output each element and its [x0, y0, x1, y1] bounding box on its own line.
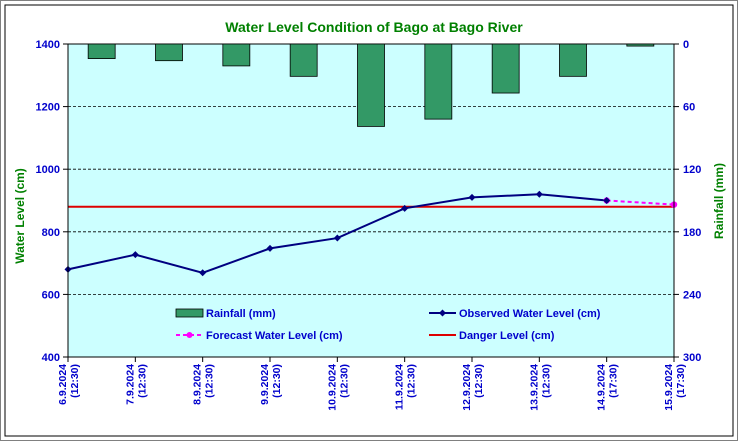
legend-marker-observed — [439, 309, 446, 317]
x-tick-label-8: 14.9.2024(17:30) — [596, 364, 620, 411]
x-tick-date-2: 8.9.2024 — [192, 364, 204, 405]
x-tick-date-6: 12.9.2024 — [461, 364, 473, 411]
rainfall-bar-4 — [357, 43, 385, 127]
y-tick-label-right-300: 300 — [683, 352, 701, 364]
x-tick-time-7: (12:30) — [540, 364, 552, 398]
x-tick-label-7: 13.9.2024(12:30) — [528, 364, 552, 411]
x-tick-date-8: 14.9.2024 — [596, 364, 608, 411]
x-tick-label-5: 11.9.2024(12:30) — [394, 364, 418, 410]
rainfall-bar-8 — [626, 43, 655, 47]
legend-label-observed: Observed Water Level (cm) — [459, 308, 601, 320]
y-tick-label-left-1000: 1000 — [36, 164, 60, 176]
x-tick-label-1: 7.9.2024(12:30) — [124, 364, 148, 405]
legend-item-forecast: Forecast Water Level (cm) — [176, 330, 343, 342]
y-tick-label-left-1200: 1200 — [36, 102, 60, 114]
legend-label-forecast: Forecast Water Level (cm) — [206, 330, 343, 342]
chart-area-border — [4, 4, 734, 437]
x-tick-time-5: (12:30) — [406, 364, 418, 398]
legend: Rainfall (mm) Observed Water Level (cm) … — [175, 308, 601, 342]
x-tick-date-3: 9.9.2024 — [259, 364, 271, 405]
x-tick-time-2: (12:30) — [204, 364, 216, 398]
rainfall-bar-1 — [155, 43, 183, 62]
axes: 4006008001000120014003002401801206006.9.… — [36, 39, 702, 411]
x-tick-time-9: (17:30) — [675, 364, 687, 398]
x-tick-time-8: (17:30) — [608, 364, 620, 398]
y-tick-label-right-240: 240 — [683, 289, 701, 301]
legend-item-rainfall: Rainfall (mm) — [175, 308, 276, 320]
observed-point-1 — [131, 251, 139, 259]
forecast-water-level-line — [606, 199, 675, 206]
legend-item-danger: Danger Level (cm) — [429, 330, 555, 342]
x-tick-label-6: 12.9.2024(12:30) — [461, 364, 485, 411]
x-tick-date-0: 6.9.2024 — [57, 364, 69, 405]
x-tick-date-1: 7.9.2024 — [124, 364, 136, 405]
y-tick-label-right-120: 120 — [683, 164, 701, 176]
observed-point-4 — [333, 234, 341, 242]
rainfall-bar-3 — [289, 43, 318, 77]
y-axis-title-right: Rainfall (mm) — [712, 163, 726, 239]
x-tick-date-9: 15.9.2024 — [663, 364, 675, 411]
x-tick-label-4: 10.9.2024(12:30) — [326, 364, 350, 411]
y-axis-title-left: Water Level (cm) — [13, 168, 27, 264]
legend-swatch-rainfall — [175, 308, 204, 318]
rainfall-bar-5 — [424, 43, 453, 120]
legend-item-observed: Observed Water Level (cm) — [429, 308, 601, 320]
y-tick-label-right-60: 60 — [683, 102, 695, 114]
rainfall-bar-2 — [222, 43, 251, 67]
x-tick-date-4: 10.9.2024 — [326, 364, 338, 411]
rainfall-bar-7 — [559, 43, 587, 77]
observed-point-7 — [535, 190, 543, 198]
legend-label-danger: Danger Level (cm) — [459, 330, 555, 342]
x-tick-time-0: (12:30) — [69, 364, 81, 398]
y-tick-label-left-600: 600 — [42, 289, 60, 301]
x-tick-time-3: (12:30) — [271, 364, 283, 398]
rainfall-bar-0 — [87, 43, 116, 60]
observed-point-5 — [401, 204, 409, 212]
x-tick-label-0: 6.9.2024(12:30) — [57, 364, 81, 405]
y-tick-label-left-800: 800 — [42, 227, 60, 239]
rainfall-bar-6 — [491, 43, 520, 94]
observed-point-8 — [603, 197, 611, 204]
chart-title: Water Level Condition of Bago at Bago Ri… — [225, 19, 523, 35]
observed-point-6 — [468, 193, 476, 201]
observed-point-3 — [266, 244, 274, 252]
x-tick-time-4: (12:30) — [338, 364, 350, 398]
x-tick-label-3: 9.9.2024(12:30) — [259, 364, 283, 405]
legend-marker-forecast — [186, 332, 193, 338]
y-tick-label-left-400: 400 — [42, 352, 60, 364]
y-tick-label-right-0: 0 — [683, 39, 689, 51]
observed-point-2 — [199, 269, 207, 277]
x-tick-label-9: 15.9.2024(17:30) — [663, 364, 687, 411]
x-tick-time-1: (12:30) — [136, 364, 148, 398]
x-tick-label-2: 8.9.2024(12:30) — [192, 364, 216, 405]
y-tick-label-left-1400: 1400 — [36, 39, 60, 51]
rainfall-bars — [87, 43, 655, 127]
x-tick-date-7: 13.9.2024 — [528, 364, 540, 411]
legend-label-rainfall: Rainfall (mm) — [206, 308, 276, 320]
x-tick-time-6: (12:30) — [473, 364, 485, 398]
y-tick-label-right-180: 180 — [683, 227, 701, 239]
x-tick-date-5: 11.9.2024 — [394, 364, 406, 410]
